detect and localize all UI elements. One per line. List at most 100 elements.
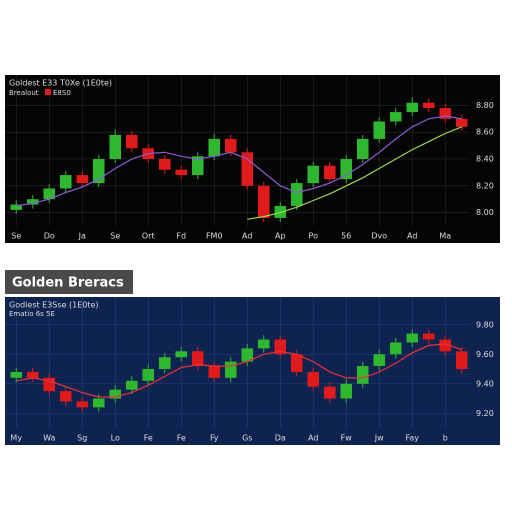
legend-label: E8S0 <box>53 89 71 97</box>
y-tick-label: 8.00 <box>476 208 494 217</box>
x-tick-label: Fe <box>177 434 186 443</box>
x-tick-label: Fw <box>341 434 353 443</box>
x-tick-label: Lo <box>111 434 120 443</box>
chart-subtitle: Ematio 6s 5E <box>9 310 55 318</box>
chart-title: Goldest E33 T0Xe (1E0te) <box>9 79 112 88</box>
x-tick-label: Ad <box>308 434 318 443</box>
candle-body <box>158 357 171 369</box>
x-tick-label: Ma <box>439 232 451 241</box>
candle-body <box>92 159 105 184</box>
candle-body <box>109 134 122 159</box>
candle-body <box>208 138 221 157</box>
chart-title: Godlest E3Sse (1E0te) <box>9 301 99 310</box>
candle-body <box>109 389 122 399</box>
heading: Golden Breracs <box>12 276 124 291</box>
candle-body <box>125 380 138 390</box>
y-tick-label: 8.40 <box>476 155 494 164</box>
candle-body <box>92 398 105 408</box>
candle-body <box>340 159 353 180</box>
candle-body <box>26 199 39 205</box>
candle-body <box>191 156 204 176</box>
x-tick-label: Ja <box>78 232 86 241</box>
candle-body <box>389 112 402 122</box>
candle-body <box>439 108 452 119</box>
candle-body <box>59 175 72 189</box>
x-tick-label: Po <box>309 232 319 241</box>
x-tick-label: Wa <box>43 434 55 443</box>
candle-body <box>274 339 287 355</box>
candle-body <box>422 333 435 340</box>
candle-body <box>406 102 419 113</box>
moving-average <box>16 115 462 207</box>
chart-background <box>5 297 500 445</box>
y-tick-label: 8.20 <box>476 181 494 190</box>
candle-body <box>439 339 452 352</box>
candle-body <box>76 401 89 408</box>
legend-label: Brealout <box>9 89 39 97</box>
x-tick-label: Jw <box>374 434 384 443</box>
candle-body <box>274 205 287 218</box>
candle-body <box>59 391 72 402</box>
y-tick-label: 9.80 <box>476 320 494 329</box>
x-tick-label: 56 <box>341 232 351 241</box>
candle-body <box>43 188 56 200</box>
x-tick-label: My <box>10 434 22 443</box>
y-tick-label: 9.40 <box>476 379 494 388</box>
legend-swatch <box>45 89 51 95</box>
candle-body <box>323 165 336 180</box>
candle-body <box>175 351 188 358</box>
candle-body <box>389 342 402 355</box>
candle-body <box>340 383 353 399</box>
candle-body <box>241 152 254 186</box>
candle-body <box>257 339 270 349</box>
candle-body <box>257 185 270 218</box>
candle-body <box>224 361 237 378</box>
x-tick-label: Ap <box>275 232 286 241</box>
x-tick-label: Fy <box>210 434 219 443</box>
x-tick-label: Se <box>110 232 120 241</box>
candle-body <box>142 369 155 381</box>
candle-body <box>191 351 204 367</box>
x-tick-label: Do <box>44 232 55 241</box>
x-tick-label: Fe <box>144 434 153 443</box>
x-tick-label: b <box>443 434 448 443</box>
candle-body <box>76 175 89 184</box>
candle-body <box>356 138 369 159</box>
candle-body <box>125 134 138 149</box>
x-tick-label: Dvo <box>371 232 387 241</box>
candle-body <box>43 377 56 392</box>
candle-body <box>10 371 23 378</box>
candle-body <box>323 386 336 399</box>
candle-body <box>356 366 369 384</box>
x-tick-label: Ad <box>242 232 252 241</box>
x-tick-label: Fay <box>405 434 419 443</box>
heading-box <box>5 270 133 294</box>
candle-body <box>175 169 188 176</box>
candle-body <box>307 371 320 387</box>
x-tick-label: Fd <box>176 232 186 241</box>
candle-body <box>406 333 419 343</box>
candle-body <box>224 138 237 153</box>
x-tick-label: Ad <box>407 232 417 241</box>
candle-body <box>422 102 435 109</box>
x-tick-label: Se <box>11 232 21 241</box>
candle-body <box>307 165 320 184</box>
moving-average <box>247 126 463 220</box>
candle-body <box>290 354 303 372</box>
candle-body <box>455 118 468 127</box>
candle-body <box>26 371 39 378</box>
candle-body <box>241 348 254 362</box>
y-tick-label: 8.60 <box>476 128 494 137</box>
x-tick-label: Ort <box>142 232 155 241</box>
candle-body <box>373 354 386 367</box>
candle-body <box>208 366 221 378</box>
candle-body <box>10 204 23 210</box>
candle-body <box>158 159 171 170</box>
candle-body <box>373 121 386 139</box>
y-tick-label: 9.60 <box>476 350 494 359</box>
y-tick-label: 9.20 <box>476 409 494 418</box>
moving-average <box>16 343 463 398</box>
x-tick-label: Gs <box>242 434 252 443</box>
y-tick-label: 8.80 <box>476 101 494 110</box>
